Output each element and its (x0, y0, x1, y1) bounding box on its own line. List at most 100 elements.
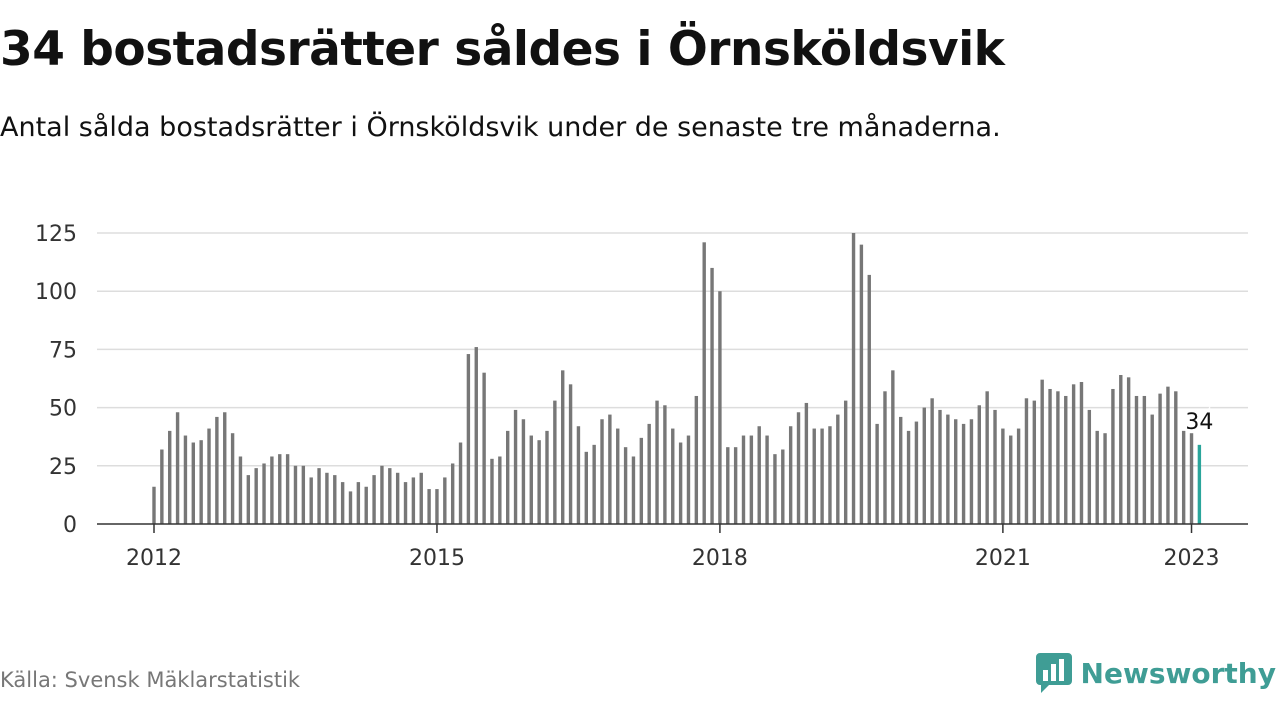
bar (490, 458, 494, 524)
bar (537, 440, 541, 524)
brand-name: Newsworthy (1080, 656, 1276, 690)
y-tick-label-100: 100 (35, 280, 77, 305)
bar-chart: 0 25 50 75 100 125 2012 2015 2018 2021 2023 34 (35, 222, 1248, 571)
bar (325, 472, 329, 524)
bar (710, 267, 714, 524)
bar (561, 370, 565, 524)
bar (828, 426, 832, 524)
bar (592, 444, 596, 524)
bar (317, 468, 321, 524)
bar (820, 428, 824, 524)
bar (694, 395, 699, 524)
bar (372, 475, 376, 524)
bar (773, 454, 777, 524)
y-tick-label-0: 0 (63, 513, 77, 538)
bar (411, 477, 416, 524)
bar (395, 472, 400, 524)
bar (1079, 381, 1084, 524)
bar (356, 482, 361, 524)
bar (238, 456, 243, 524)
bar (230, 433, 235, 524)
bar (985, 391, 989, 524)
data-label-latest: 34 (1185, 410, 1213, 435)
bar (781, 449, 785, 524)
y-tick-label-125: 125 (35, 222, 77, 247)
bar (309, 477, 313, 524)
y-tick-label-75: 75 (49, 338, 77, 363)
bar (616, 428, 620, 524)
bar (977, 405, 981, 524)
bar (859, 244, 864, 524)
bar (183, 435, 188, 524)
bar (726, 447, 730, 524)
bar (1001, 428, 1005, 524)
bar (1150, 414, 1154, 524)
bar (938, 409, 942, 524)
bar (867, 274, 871, 524)
bar (788, 426, 793, 524)
bar (506, 430, 510, 524)
bar (954, 419, 958, 524)
bar (702, 242, 706, 524)
bar (1095, 430, 1099, 524)
bar (875, 423, 879, 524)
bar (843, 400, 848, 524)
bar (655, 400, 659, 524)
bar (1111, 388, 1115, 524)
bar (254, 468, 258, 524)
bar (191, 442, 195, 524)
bar (671, 428, 675, 524)
bar (851, 233, 856, 524)
data-labels: 34 (1183, 407, 1216, 437)
bar-highlight (1197, 444, 1202, 524)
bar (1103, 433, 1107, 524)
bar (1064, 395, 1068, 524)
bar (914, 421, 919, 524)
bar (741, 435, 746, 524)
bar (1032, 400, 1037, 524)
bar (419, 472, 423, 524)
bar (812, 428, 816, 524)
bar (804, 402, 809, 524)
y-tick-label-50: 50 (49, 397, 77, 422)
bar (765, 435, 769, 524)
bar (521, 419, 526, 524)
bar (152, 486, 156, 524)
source-note: Källa: Svensk Mäklarstatistik (0, 668, 301, 692)
y-axis-tick-labels: 0 25 50 75 100 125 (35, 222, 77, 538)
bar (498, 456, 502, 524)
bar (796, 412, 801, 524)
bar (553, 400, 557, 524)
bar (631, 456, 636, 524)
bar (348, 491, 353, 524)
bar (364, 486, 368, 524)
bar (757, 426, 761, 524)
chart-title: 34 bostadsrätter såldes i Örnsköldsvik (0, 22, 1005, 77)
x-tick-label-2012: 2012 (126, 546, 182, 571)
bar (207, 428, 211, 524)
bar (1087, 409, 1092, 524)
bar (1016, 428, 1021, 524)
y-tick-label-25: 25 (49, 455, 77, 480)
bar (663, 405, 667, 524)
bar (836, 414, 840, 524)
newsworthy-logo-icon (1035, 653, 1072, 693)
bar (215, 416, 219, 524)
bar (443, 477, 447, 524)
bar (1024, 398, 1029, 524)
bar (529, 435, 533, 524)
bar (1174, 391, 1178, 524)
bar (1134, 395, 1139, 524)
bar (993, 409, 997, 524)
bar (922, 407, 926, 524)
bar (301, 465, 306, 524)
bar (718, 291, 722, 524)
bar (285, 454, 290, 524)
x-tick-label-2023: 2023 (1164, 546, 1220, 571)
bar (380, 465, 384, 524)
bar (584, 451, 588, 524)
bar (270, 456, 274, 524)
bar (340, 482, 345, 524)
bar (623, 447, 628, 524)
bar (403, 482, 408, 524)
